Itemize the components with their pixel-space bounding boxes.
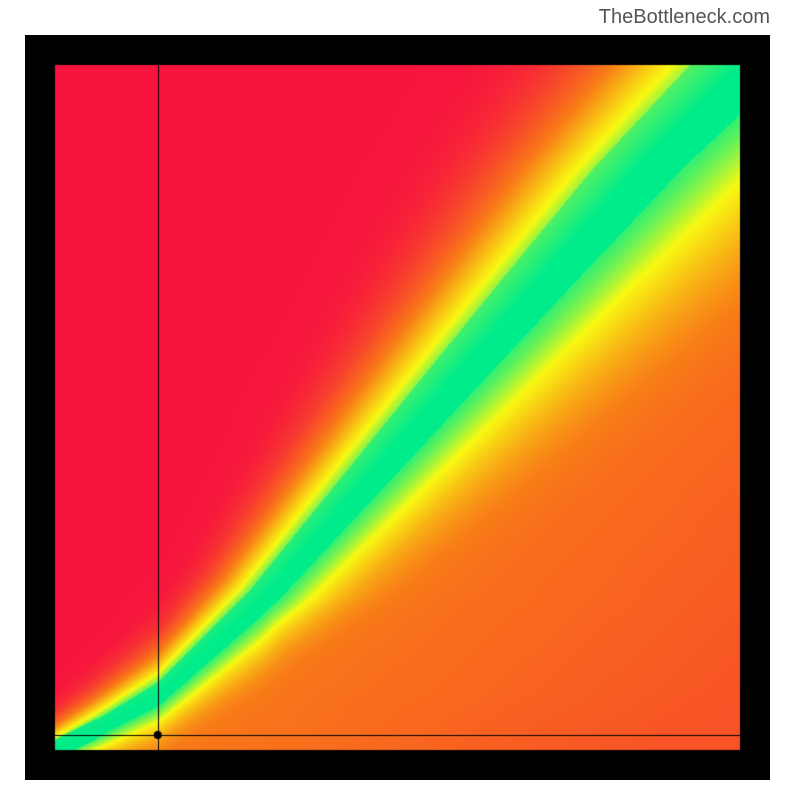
plot-frame — [25, 35, 770, 780]
watermark-text: TheBottleneck.com — [599, 6, 770, 29]
heatmap-canvas — [25, 35, 770, 780]
